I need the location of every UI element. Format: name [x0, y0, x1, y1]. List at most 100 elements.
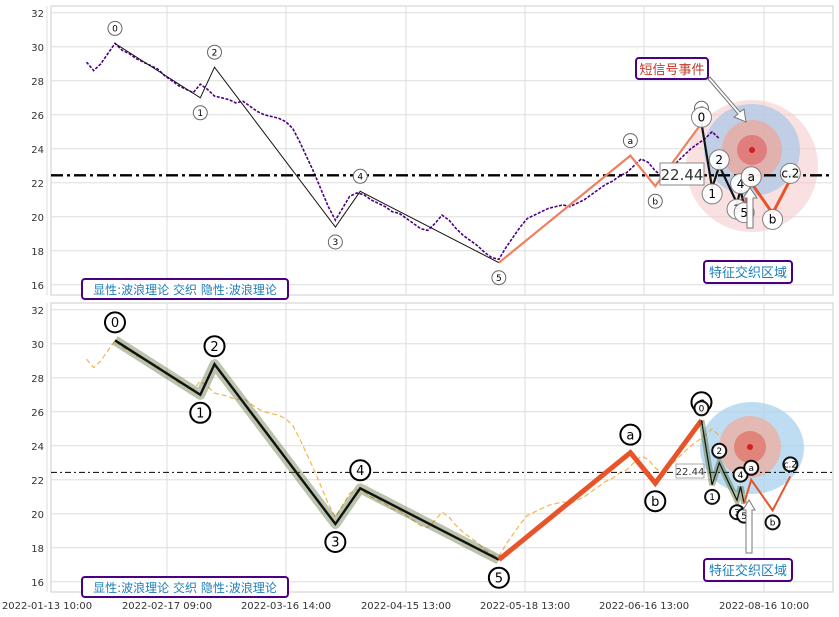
sub-wave-label-1: 1 — [708, 187, 716, 201]
impulse-wave-line — [114, 42, 500, 264]
y-tick-label: 24 — [31, 442, 44, 453]
x-tick-labels: 2022-01-13 10:00 2022-02-17 09:00 2022-03-… — [2, 601, 809, 612]
wave-label-circle — [487, 566, 510, 589]
sub-wave-label-c.2: c.2 — [784, 461, 798, 471]
sub-correction-wave-line — [743, 475, 792, 513]
x-tick-label: 2022-03-16 14:00 — [241, 601, 331, 612]
wave-label-circle — [324, 531, 347, 553]
y-tick-label: 28 — [31, 77, 44, 88]
correction-wave-line — [497, 418, 704, 562]
top-legend: 显性:波浪理论 交织 隐性:波浪理论 — [81, 278, 289, 300]
wave-label-circle — [203, 335, 226, 358]
x-tick-label: 2022-08-16 10:00 — [719, 601, 809, 612]
wave-label-1: 1 — [196, 406, 204, 421]
y-tick-label: 30 — [31, 43, 44, 54]
wave-label-5: 5 — [496, 274, 502, 284]
wave-label-circle — [352, 168, 368, 184]
bottom-legend-text: 显性:波浪理论 交织 隐性:波浪理论 — [93, 580, 277, 595]
wave-label-2: 2 — [210, 340, 218, 355]
wave-label-circle — [644, 490, 667, 513]
wave-label-2: 2 — [212, 48, 218, 58]
sub-wave-label-circle — [743, 459, 760, 476]
y-tick-label: 20 — [31, 510, 44, 521]
wave-label-circle — [622, 133, 638, 149]
sub-wave-label-circle — [740, 166, 762, 188]
y-tick-label: 26 — [31, 408, 44, 419]
bottom-feature-region — [700, 402, 804, 494]
region-center-dot — [749, 147, 755, 153]
top-reference-label: 22.44 — [659, 162, 705, 186]
sub-wave-label-0: 0 — [699, 405, 705, 415]
sub-wave-label-circle — [693, 400, 710, 417]
sub-wave-label-4: 4 — [738, 471, 744, 481]
wave-label-4: 4 — [357, 173, 363, 183]
y-tick-label: 22 — [31, 476, 44, 487]
y-tick-label: 32 — [31, 9, 44, 20]
wave-label-a: a — [628, 137, 634, 147]
top-region-label: 特征交织区域 — [709, 265, 787, 281]
top-y-tick-labels: 16 18 20 22 24 26 28 30 32 — [31, 9, 44, 292]
y-tick-label: 22 — [31, 179, 44, 190]
wave-label-1: 1 — [197, 109, 203, 119]
top-region-callout: 特征交织区域 — [703, 187, 793, 284]
wave-label-b: b — [652, 197, 658, 207]
sub-wave-label-circle — [782, 456, 799, 473]
y-tick-label: 18 — [31, 544, 44, 555]
bottom-reference-label: 22.44 — [675, 463, 705, 479]
sub-wave-label-2: 2 — [715, 153, 723, 167]
wave-label-circle — [192, 105, 208, 121]
x-tick-label: 2022-01-13 10:00 — [2, 601, 92, 612]
wave-label-0: 0 — [112, 25, 118, 35]
wave-label-circle — [491, 270, 507, 286]
sub-wave-label-0: 0 — [698, 111, 706, 125]
y-tick-label: 20 — [31, 213, 44, 224]
x-tick-label: 2022-04-15 13:00 — [361, 601, 451, 612]
sub-wave-label-circle — [708, 149, 730, 171]
sub-wave-label-circle — [704, 488, 721, 505]
sub-wave-label-circle — [779, 162, 801, 184]
bottom-region-label: 特征交织区域 — [709, 563, 787, 579]
wave-label-b: b — [651, 495, 659, 510]
sub-wave-label-b: b — [770, 519, 776, 529]
wave-label-circle — [107, 20, 123, 36]
wave-label-circle — [647, 193, 663, 209]
y-tick-label: 30 — [31, 340, 44, 351]
sub-wave-label-1: 1 — [709, 493, 715, 503]
bottom-y-tick-labels: 16 18 20 22 24 26 28 30 32 — [31, 306, 44, 589]
region-center-dot — [747, 444, 753, 450]
top-reference-value: 22.44 — [661, 166, 704, 184]
wave-label-3: 3 — [331, 536, 339, 551]
sub-wave-label-a: a — [748, 170, 755, 184]
sub-wave-label-a: a — [748, 464, 754, 474]
wave-label-circle — [327, 234, 343, 250]
sub-impulse-wave-line — [700, 420, 745, 504]
correction-wave-line — [498, 122, 703, 264]
bottom-wave-lines — [112, 336, 792, 565]
wave-label-circle — [207, 44, 223, 60]
top-legend-text: 显性:波浪理论 交织 隐性:波浪理论 — [93, 282, 277, 297]
sub-wave-label-4: 4 — [737, 177, 745, 191]
y-tick-label: 32 — [31, 306, 44, 317]
sub-wave-label-5: 5 — [740, 206, 748, 220]
impulse-wave-line — [114, 339, 500, 561]
sub-wave-label-c.2: c.2 — [781, 167, 799, 181]
sub-wave-label-circle — [711, 442, 728, 459]
y-tick-label: 24 — [31, 145, 44, 156]
wave-label-circle — [349, 459, 372, 482]
sub-wave-label-5: 5 — [741, 512, 747, 522]
sub-wave-label-b: b — [769, 213, 777, 227]
sub-wave-label-2: 2 — [716, 447, 722, 457]
sub-wave-label-circle — [762, 208, 784, 230]
bottom-legend: 显性:波浪理论 交织 隐性:波浪理论 — [81, 576, 289, 598]
bottom-region-callout: 特征交织区域 — [703, 499, 793, 582]
wave-label-0: 0 — [111, 316, 119, 331]
wave-label-circle — [619, 423, 642, 446]
wave-label-circle — [103, 311, 126, 334]
y-tick-label: 16 — [31, 281, 44, 292]
sub-wave-label-circle — [701, 183, 723, 205]
sub-wave-label-circle — [764, 514, 781, 531]
wave-label-4: 4 — [356, 464, 364, 479]
y-tick-label: 18 — [31, 247, 44, 258]
